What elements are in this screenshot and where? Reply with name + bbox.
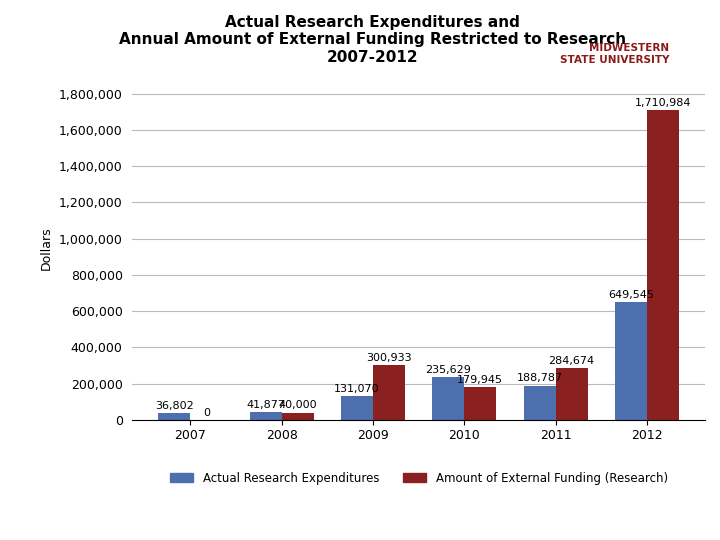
Bar (615, 302, 647, 420)
Text: MIDWESTERN
STATE UNIVERSITY: MIDWESTERN STATE UNIVERSITY (560, 43, 670, 65)
Text: 235,629: 235,629 (426, 365, 472, 375)
Bar (373, 365, 405, 420)
Text: 649,545: 649,545 (608, 290, 654, 300)
Text: 188,787: 188,787 (517, 373, 563, 383)
Text: 41,877: 41,877 (246, 400, 285, 410)
Bar (433, 377, 464, 420)
Text: 36,802: 36,802 (155, 401, 194, 411)
Text: 284,674: 284,674 (549, 356, 595, 366)
Title: Actual Research Expenditures and
Annual Amount of External Funding Restricted to: Actual Research Expenditures and Annual … (120, 15, 626, 65)
Bar (556, 368, 588, 420)
Y-axis label: Dollars: Dollars (40, 226, 53, 269)
Bar (250, 412, 282, 420)
Text: 1,710,984: 1,710,984 (635, 98, 691, 108)
Legend: Actual Research Expenditures, Amount of External Funding (Research): Actual Research Expenditures, Amount of … (165, 467, 672, 489)
Text: 179,945: 179,945 (457, 375, 503, 385)
Text: 300,933: 300,933 (366, 353, 412, 363)
Bar (282, 413, 314, 420)
Bar (158, 413, 190, 420)
Text: 0: 0 (203, 408, 210, 417)
Bar (523, 386, 556, 420)
Bar (464, 387, 496, 420)
Bar (647, 110, 679, 420)
Text: 40,000: 40,000 (279, 400, 317, 410)
Bar (341, 396, 373, 420)
Text: 131,070: 131,070 (334, 384, 380, 394)
